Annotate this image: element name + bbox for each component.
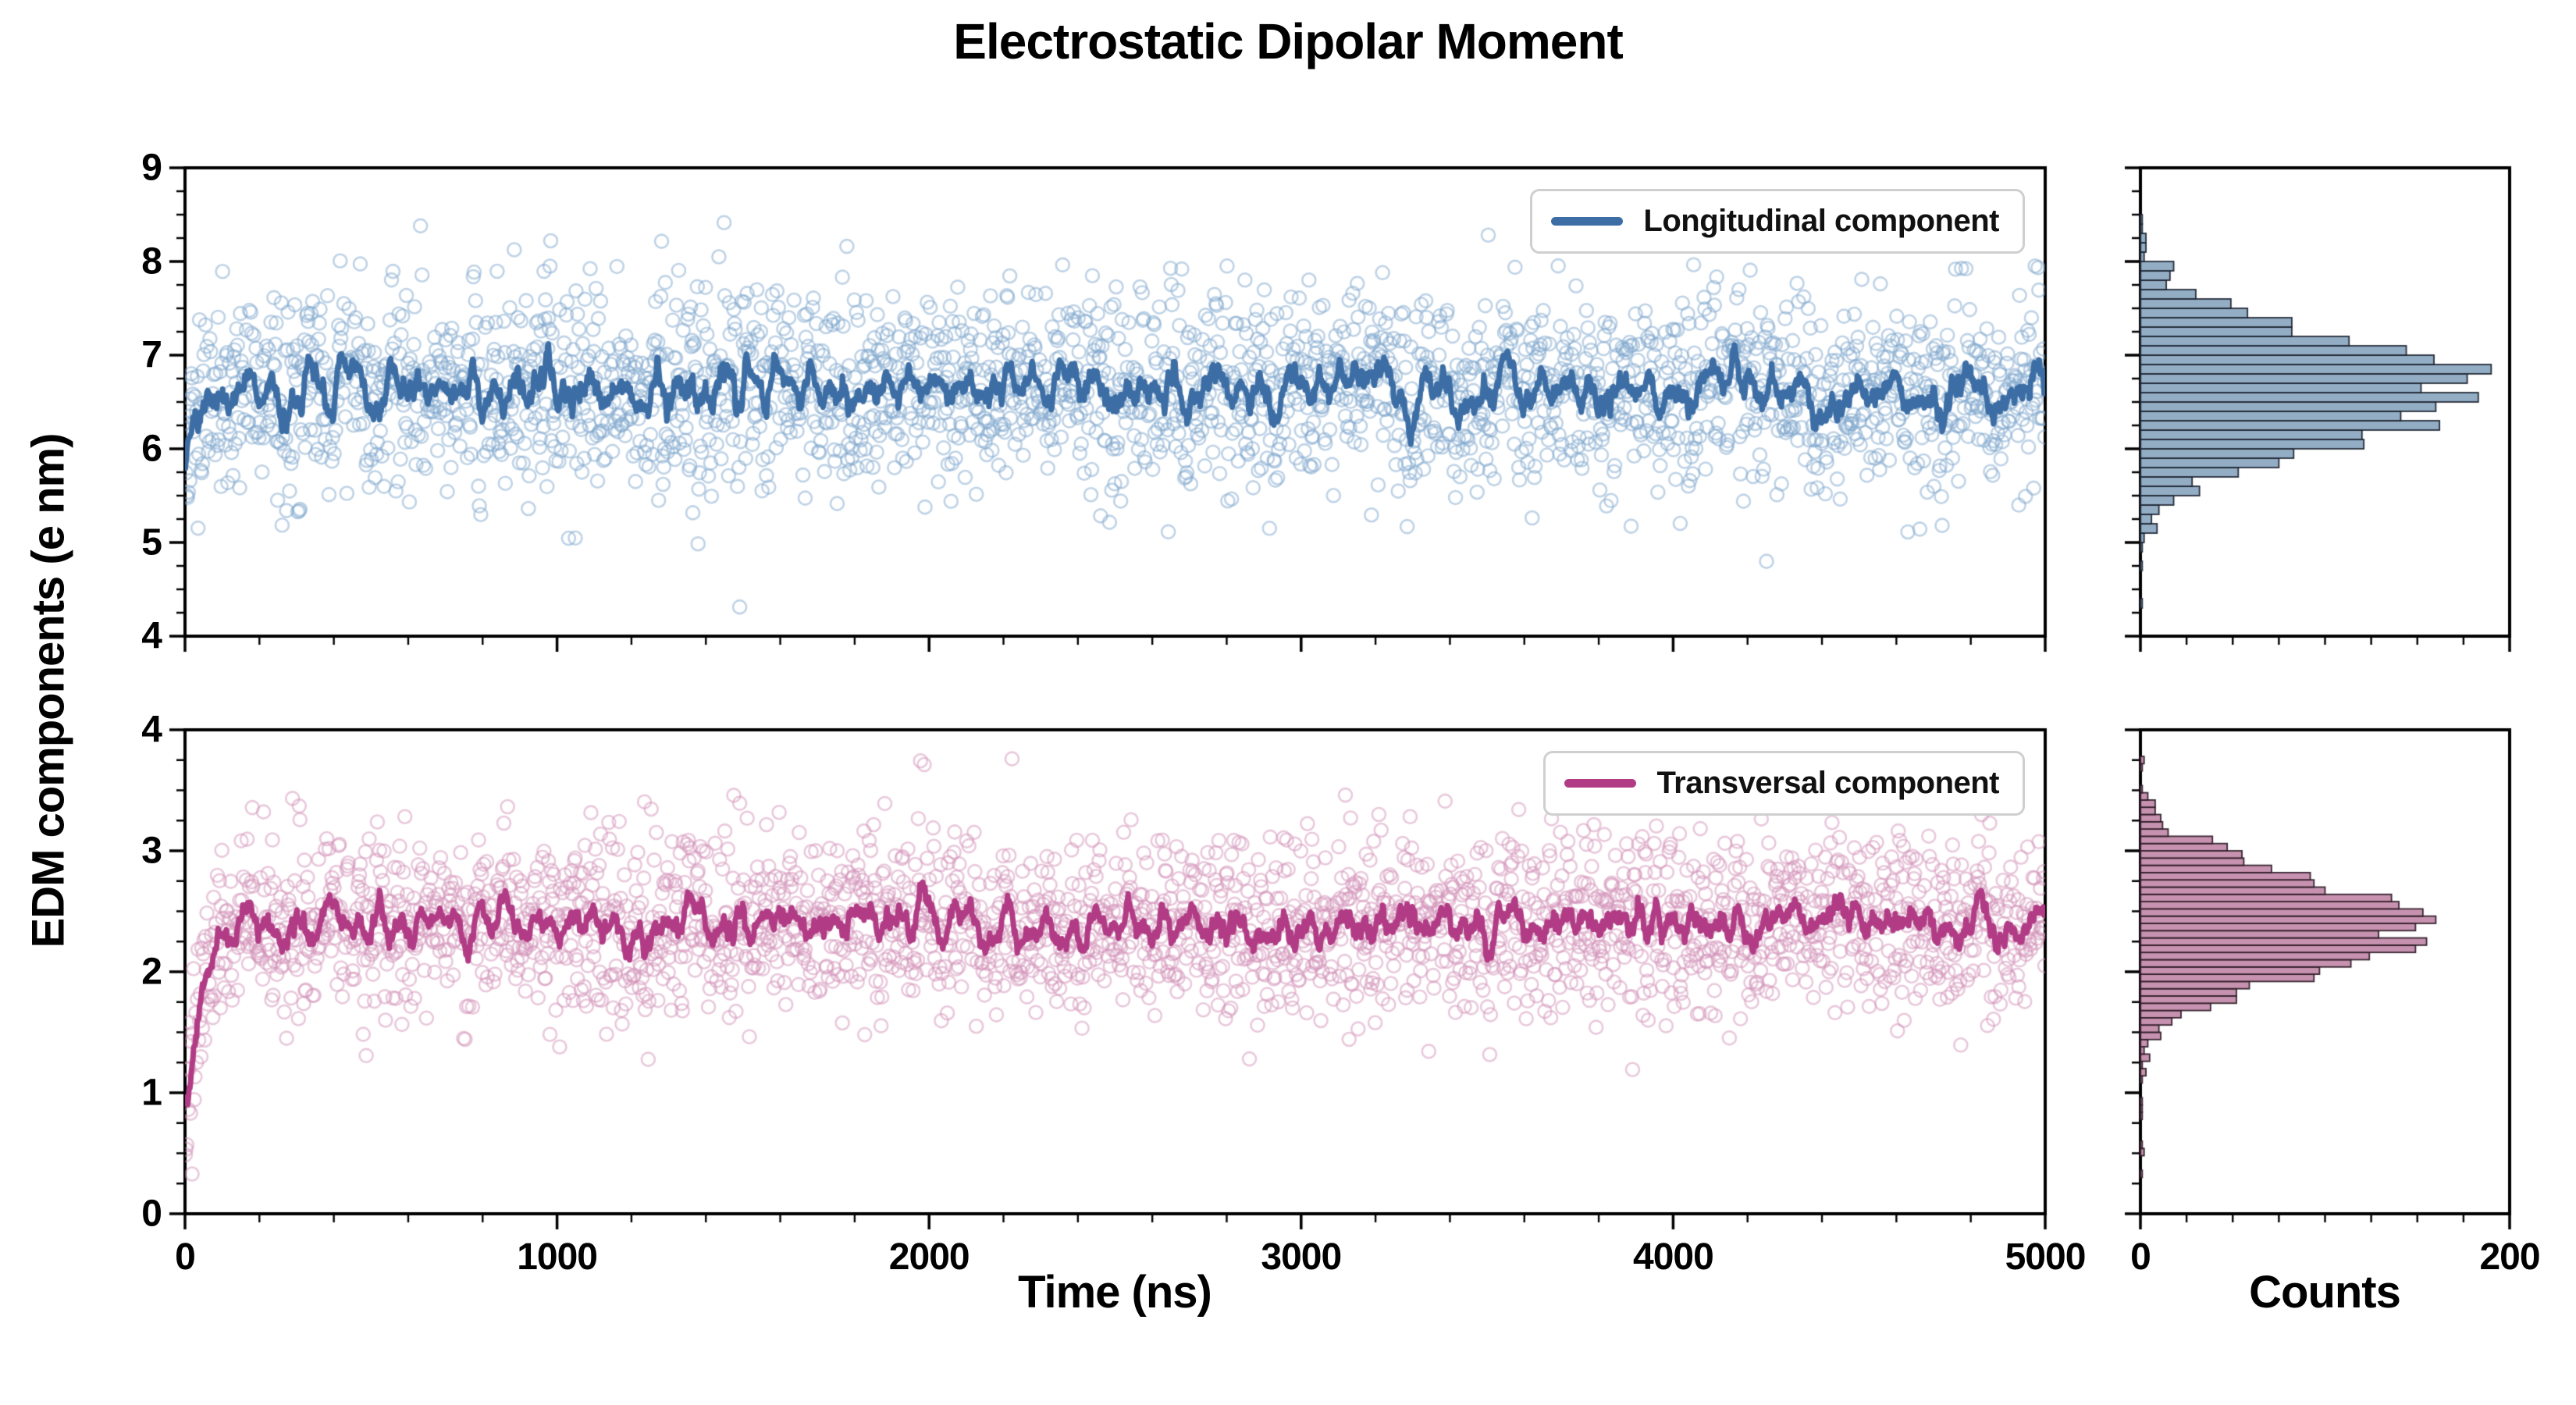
- x-tick-label-counts-200: 200: [2479, 1236, 2540, 1278]
- x-tick-label-time-3000: 3000: [1261, 1236, 1342, 1278]
- y-tick-label-longitudinal-7: 7: [141, 334, 162, 376]
- y-tick-label-transversal-1: 1: [141, 1072, 162, 1114]
- x-tick-label-time-5000: 5000: [2005, 1236, 2087, 1278]
- legend-swatch-longitudinal-line: [1551, 217, 1624, 226]
- y-tick-label-transversal-4: 4: [141, 709, 162, 751]
- y-tick-label-longitudinal-4: 4: [141, 615, 162, 657]
- y-tick-label-longitudinal-8: 8: [141, 240, 162, 283]
- figure-title: Electrostatic Dipolar Moment: [953, 13, 1624, 69]
- legend-swatch-transversal-line: [1564, 779, 1637, 788]
- y-tick-label-longitudinal-5: 5: [141, 521, 162, 564]
- y-axis-label: EDM components (e nm): [23, 433, 74, 948]
- legend-transversal: Transversal component: [1543, 751, 2025, 816]
- y-tick-label-longitudinal-6: 6: [141, 428, 162, 470]
- legend-longitudinal: Longitudinal component: [1530, 189, 2025, 254]
- x-tick-label-time-4000: 4000: [1633, 1236, 1714, 1278]
- y-tick-label-transversal-2: 2: [141, 951, 162, 993]
- x-tick-label-time-1000: 1000: [517, 1236, 598, 1278]
- x-axis-label-counts: Counts: [2249, 1267, 2401, 1318]
- y-tick-label-longitudinal-9: 9: [141, 147, 162, 189]
- x-axis-label-time: Time (ns): [1018, 1267, 1212, 1318]
- legend-label-longitudinal: Longitudinal component: [1643, 204, 1999, 238]
- x-tick-label-counts-0: 0: [2130, 1236, 2151, 1278]
- x-tick-label-time-0: 0: [175, 1236, 196, 1278]
- legend-label-transversal: Transversal component: [1656, 766, 1999, 800]
- y-tick-label-transversal-3: 3: [141, 830, 162, 872]
- y-tick-label-transversal-0: 0: [141, 1193, 162, 1235]
- x-tick-label-time-2000: 2000: [888, 1236, 970, 1278]
